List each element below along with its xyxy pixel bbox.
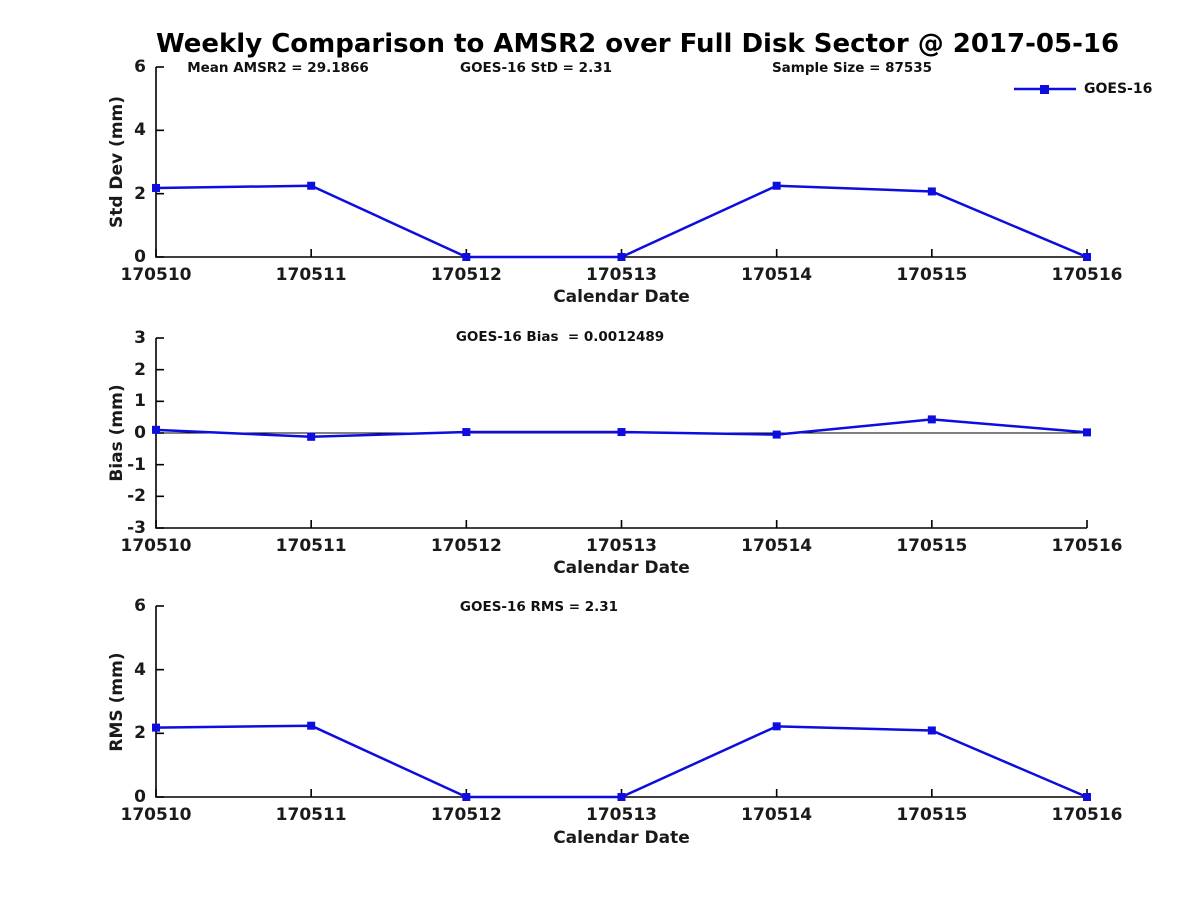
data-point-marker: [927, 415, 936, 424]
data-point-marker: [927, 187, 936, 196]
y-tick-label: 4: [134, 659, 146, 680]
data-point-marker: [462, 793, 471, 801]
xlabel-calendar-date-1: Calendar Date: [553, 287, 690, 307]
y-tick-label: -3: [127, 518, 146, 538]
x-tick-label: 170510: [120, 805, 192, 825]
xlabel-calendar-date-3: Calendar Date: [553, 828, 690, 848]
panel-annotation: GOES-16 StD = 2.31: [460, 60, 612, 76]
y-tick-label: 6: [134, 596, 146, 616]
y-tick-label: 1: [134, 391, 146, 412]
data-point-marker: [1083, 428, 1091, 437]
data-point-marker: [772, 722, 781, 731]
x-tick-label: 170516: [1051, 265, 1123, 285]
ylabel-std-dev: Std Dev (mm): [107, 95, 127, 229]
y-tick-label: -2: [127, 486, 146, 507]
x-tick-label: 170511: [275, 805, 347, 825]
x-tick-label: 170511: [275, 536, 347, 556]
x-tick-label: 170512: [430, 805, 502, 825]
x-tick-label: 170513: [586, 265, 657, 285]
x-tick-label: 170513: [586, 805, 657, 825]
x-tick-label: 170514: [741, 805, 813, 825]
x-tick-label: 170515: [896, 536, 968, 556]
data-point-marker: [927, 726, 936, 735]
data-point-marker: [462, 253, 471, 261]
y-tick-label: 2: [134, 183, 146, 204]
y-tick-label: 0: [134, 423, 146, 443]
x-tick-label: 170514: [741, 265, 813, 285]
y-tick-label: 2: [134, 359, 146, 380]
x-tick-label: 170511: [275, 265, 347, 285]
y-tick-label: 0: [134, 247, 146, 267]
xlabel-calendar-date-2: Calendar Date: [553, 558, 690, 578]
series-line-goes-16: [155, 724, 1088, 799]
legend-label: GOES-16: [1084, 81, 1153, 97]
data-point-marker: [617, 253, 626, 261]
x-tick-label: 170512: [430, 536, 502, 556]
panel-annotation: Sample Size = 87535: [771, 60, 933, 76]
series-line-goes-16: [155, 184, 1088, 259]
x-tick-label: 170513: [586, 536, 657, 556]
y-tick-label: 2: [134, 723, 146, 744]
data-point-marker: [152, 723, 160, 732]
legend: GOES-16: [1013, 80, 1152, 98]
data-point-marker: [307, 181, 316, 190]
data-point-marker: [617, 793, 626, 801]
panel-annotation: GOES-16 RMS = 2.31: [459, 599, 619, 615]
x-tick-label: 170515: [896, 265, 968, 285]
y-tick-label: 0: [134, 787, 146, 807]
y-tick-label: 3: [134, 328, 146, 348]
legend-line-icon: [1014, 85, 1076, 94]
x-tick-label: 170516: [1051, 805, 1123, 825]
data-point-marker: [307, 721, 316, 730]
x-tick-label: 170510: [120, 536, 192, 556]
data-point-marker: [1083, 793, 1091, 801]
y-tick-label: -1: [127, 454, 146, 475]
data-point-marker: [772, 430, 781, 439]
data-point-marker: [1083, 253, 1091, 261]
y-tick-label: 6: [134, 57, 146, 77]
ylabel-bias: Bias (mm): [107, 384, 127, 482]
data-point-marker: [462, 428, 471, 437]
x-tick-label: 170515: [896, 805, 968, 825]
x-tick-label: 170510: [120, 265, 192, 285]
panel-annotation: GOES-16 Bias = 0.0012489: [455, 329, 665, 345]
panel-annotation: Mean AMSR2 = 29.1866: [187, 60, 369, 76]
data-point-marker: [617, 428, 626, 437]
y-tick-label: 4: [134, 120, 146, 141]
data-point-marker: [152, 183, 160, 192]
ylabel-rms: RMS (mm): [107, 651, 127, 752]
figure-title: Weekly Comparison to AMSR2 over Full Dis…: [156, 29, 1120, 59]
x-tick-label: 170512: [430, 265, 502, 285]
x-tick-label: 170516: [1051, 536, 1123, 556]
data-point-marker: [772, 181, 781, 190]
x-tick-label: 170514: [741, 536, 813, 556]
data-point-marker: [307, 432, 316, 441]
data-point-marker: [152, 425, 160, 434]
